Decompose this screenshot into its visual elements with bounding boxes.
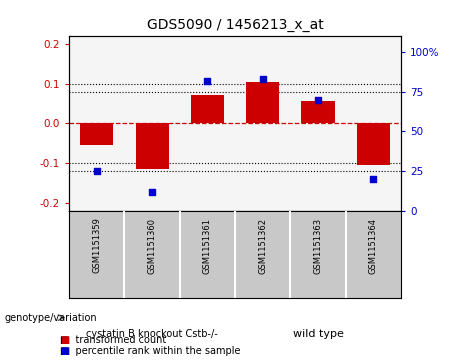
Text: GSM1151359: GSM1151359: [92, 217, 101, 273]
Text: GSM1151363: GSM1151363: [313, 217, 323, 274]
Point: [93, 168, 100, 174]
Point: [370, 176, 377, 182]
Point: [314, 97, 322, 103]
Point: [148, 189, 156, 195]
Text: cystatin B knockout Cstb-/-: cystatin B knockout Cstb-/-: [86, 329, 218, 339]
Bar: [357, 123, 390, 165]
Text: GSM1151361: GSM1151361: [203, 217, 212, 273]
Text: GSM1151364: GSM1151364: [369, 217, 378, 273]
Bar: [246, 82, 279, 123]
Text: GSM1151360: GSM1151360: [148, 217, 157, 273]
Bar: [191, 94, 224, 123]
Text: genotype/variation: genotype/variation: [5, 313, 97, 323]
Text: ■: ■: [60, 335, 69, 345]
Text: ■: ■: [60, 346, 69, 356]
Point: [259, 76, 266, 82]
Text: wild type: wild type: [293, 329, 343, 339]
Bar: [80, 123, 113, 145]
Point: [204, 78, 211, 83]
Text: ■  percentile rank within the sample: ■ percentile rank within the sample: [60, 346, 241, 356]
Title: GDS5090 / 1456213_x_at: GDS5090 / 1456213_x_at: [147, 19, 324, 33]
Text: ■  transformed count: ■ transformed count: [60, 335, 166, 345]
Bar: [136, 123, 169, 169]
Text: GSM1151362: GSM1151362: [258, 217, 267, 273]
Bar: [301, 101, 335, 123]
